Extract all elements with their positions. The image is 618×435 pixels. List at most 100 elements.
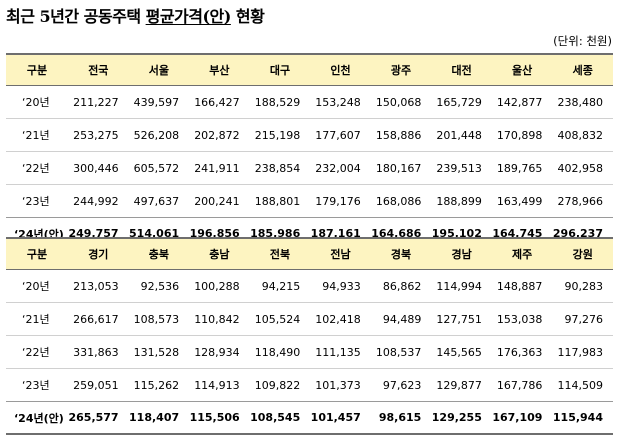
region-header-cell: 세종 (552, 53, 613, 86)
price-cell: 114,913 (189, 368, 250, 402)
price-cell: 101,457 (310, 401, 371, 435)
price-cell: 97,623 (370, 368, 432, 402)
table-row: ‘20년 211,227 439,597 166,427 188,529 153,248 1… (6, 85, 613, 119)
price-cell: 145,565 (431, 335, 492, 369)
table-row: ‘23년 259,051 115,262 114,913 109,822 101,373 9… (6, 368, 613, 402)
price-cell: 110,842 (189, 302, 250, 336)
region-header-cell: 서울 (128, 53, 190, 86)
table-row: ‘22년 300,446 605,572 241,911 238,854 232,004 1… (6, 151, 613, 185)
price-cell: 202,872 (189, 118, 250, 152)
price-cell: 180,167 (370, 151, 432, 185)
price-cell: 265,577 (68, 401, 129, 435)
year-cell: ‘24년(안) (6, 401, 69, 435)
price-cell: 142,877 (491, 85, 553, 119)
price-cell: 238,854 (249, 151, 311, 185)
region-header-cell: 강원 (552, 237, 613, 270)
price-cell: 86,862 (370, 269, 432, 303)
price-cell: 300,446 (68, 151, 129, 185)
price-cell: 402,958 (552, 151, 613, 185)
region-header-cell: 전북 (249, 237, 311, 270)
year-cell: ‘23년 (6, 184, 69, 218)
price-cell: 259,051 (68, 368, 129, 402)
region-header-cell: 경남 (431, 237, 492, 270)
title-highlight: 평균가격(안) (145, 7, 232, 26)
price-cell: 188,529 (249, 85, 311, 119)
region-header-cell: 경북 (370, 237, 432, 270)
price-cell: 150,068 (370, 85, 432, 119)
price-cell: 201,448 (431, 118, 492, 152)
price-cell: 97,276 (552, 302, 613, 336)
year-cell: ‘20년 (6, 85, 69, 119)
price-cell: 109,822 (249, 368, 311, 402)
price-cell: 153,248 (310, 85, 371, 119)
region-header-cell: 대구 (249, 53, 311, 86)
year-cell: ‘22년 (6, 335, 69, 369)
price-cell: 115,944 (552, 401, 613, 435)
price-cell: 176,363 (491, 335, 553, 369)
price-cell: 188,801 (249, 184, 311, 218)
price-cell: 215,198 (249, 118, 311, 152)
price-cell: 188,899 (431, 184, 492, 218)
price-cell: 108,573 (128, 302, 190, 336)
price-cell: 105,524 (249, 302, 311, 336)
price-cell: 108,537 (370, 335, 432, 369)
price-cell: 163,499 (491, 184, 553, 218)
price-cell: 114,509 (552, 368, 613, 402)
header-label-cell: 구분 (6, 237, 69, 270)
price-cell: 200,241 (189, 184, 250, 218)
table-row: ‘20년 213,053 92,536 100,288 94,215 94,933 86,8… (6, 269, 613, 303)
price-cell: 129,255 (431, 401, 492, 435)
price-cell: 266,617 (68, 302, 129, 336)
region-header-cell: 충북 (128, 237, 190, 270)
year-cell: ‘21년 (6, 302, 69, 336)
unit-label: (단위: 천원) (553, 34, 612, 48)
price-cell: 167,109 (491, 401, 553, 435)
price-cell: 94,215 (249, 269, 311, 303)
price-cell: 253,275 (68, 118, 129, 152)
title-suffix: 현황 (230, 7, 265, 26)
year-cell: ‘22년 (6, 151, 69, 185)
price-cell: 129,877 (431, 368, 492, 402)
table-row: ‘21년 266,617 108,573 110,842 105,524 102,418 9… (6, 302, 613, 336)
region-header-cell: 울산 (491, 53, 553, 86)
price-cell: 114,994 (431, 269, 492, 303)
price-cell: 131,528 (128, 335, 190, 369)
price-cell: 108,545 (249, 401, 311, 435)
header-label-cell: 구분 (6, 53, 69, 86)
price-cell: 102,418 (310, 302, 371, 336)
price-cell: 92,536 (128, 269, 190, 303)
price-cell: 100,288 (189, 269, 250, 303)
region-header-cell: 인천 (310, 53, 371, 86)
region-header-cell: 광주 (370, 53, 432, 86)
region-header-cell: 제주 (491, 237, 553, 270)
price-cell: 439,597 (128, 85, 190, 119)
page-title: 최근 5년간 공동주택 평균가격(안) 현황 (6, 3, 265, 27)
price-cell: 213,053 (68, 269, 129, 303)
price-cell: 179,176 (310, 184, 371, 218)
price-cell: 165,729 (431, 85, 492, 119)
table-row: ‘22년 331,863 131,528 128,934 118,490 111,135 1… (6, 335, 613, 369)
price-cell: 118,490 (249, 335, 311, 369)
region-header-cell: 경기 (68, 237, 129, 270)
year-cell: ‘21년 (6, 118, 69, 152)
price-cell: 101,373 (310, 368, 371, 402)
region-header-cell: 전남 (310, 237, 371, 270)
year-cell: ‘20년 (6, 269, 69, 303)
title-prefix: 최근 5년간 공동주택 (6, 7, 146, 26)
price-cell: 177,607 (310, 118, 371, 152)
price-table-1: 구분 전국 서울 부산 대구 인천 광주 대전 울산 세종 ‘20년 211,227 439,597 16… (6, 53, 613, 251)
price-cell: 115,262 (128, 368, 190, 402)
price-cell: 128,934 (189, 335, 250, 369)
region-header-cell: 충남 (189, 237, 250, 270)
price-cell: 232,004 (310, 151, 371, 185)
price-cell: 153,038 (491, 302, 553, 336)
price-cell: 98,615 (370, 401, 432, 435)
header-row: 구분 전국 서울 부산 대구 인천 광주 대전 울산 세종 (6, 53, 613, 86)
price-cell: 94,933 (310, 269, 371, 303)
price-cell: 158,886 (370, 118, 432, 152)
price-cell: 170,898 (491, 118, 553, 152)
price-cell: 526,208 (128, 118, 190, 152)
region-header-cell: 대전 (431, 53, 492, 86)
price-cell: 189,765 (491, 151, 553, 185)
table-row: ‘21년 253,275 526,208 202,872 215,198 177,607 1… (6, 118, 613, 152)
